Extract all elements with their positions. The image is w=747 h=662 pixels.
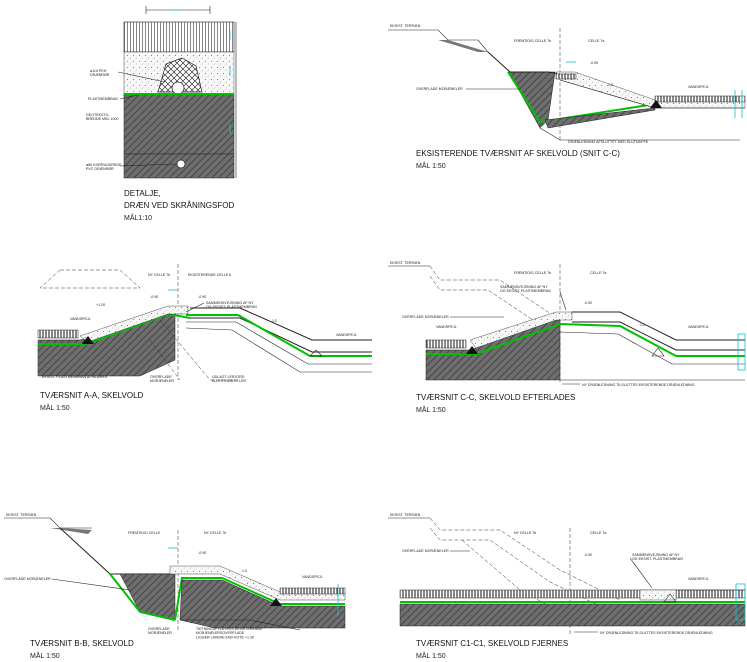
- label-cca-overflade: OVERFLADE MORÆNELER: [402, 315, 449, 319]
- label-cc-vandspejl: VANDSPEJL: [688, 85, 709, 89]
- detail-caption-line-3: MÅL1:10: [124, 213, 152, 222]
- label-plastmembran: PLASTMEMBRAN: [88, 97, 118, 101]
- label-aa-overflade: OVERFLADE MORÆNELER: [150, 375, 174, 383]
- label-bb-ny-celle: NY CELLE 7b: [204, 531, 226, 535]
- section-bb: EKSIST. TERRÆN FREMTIDIG CELLE NY CELLE …: [4, 513, 346, 660]
- label-cc-eksist-terraen: EKSIST. TERRÆN: [390, 24, 421, 28]
- detail-drain-toe: ø110 PEH DRÆNRØR PLASTMEMBRAN GEOTEKSTIL,…: [86, 6, 237, 222]
- label-cca-level: -0.90: [584, 301, 592, 305]
- label-bb-eksist-terraen: EKSIST. TERRÆN: [6, 513, 37, 517]
- label-c1-celle: CELLE 7a: [590, 531, 606, 535]
- section-bb-caption-line-2: MÅL 1:50: [30, 651, 60, 660]
- label-aa-vandspejl-2: VANDSPEJL: [336, 333, 357, 337]
- section-cc-caption-line-2: MÅL 1:50: [416, 161, 446, 170]
- label-bb-overflade: OVERFLADE MORÆNELER: [4, 577, 51, 581]
- section-cc-existing: EKSIST. TERRÆN FREMTIDIG CELLE 7b CELLE …: [388, 24, 746, 170]
- label-cca-vandspejl-2: VANDSPEJL: [688, 325, 709, 329]
- label-aa-slope: 1:2: [272, 319, 277, 323]
- label-aa-ny-celle: NY CELLE 7b: [148, 273, 170, 277]
- label-bb-level: -0.90: [198, 551, 206, 555]
- label-c1-eksist-terraen: EKSIST. TERRÆN: [390, 513, 421, 517]
- label-aa-level2: -0.90: [198, 295, 206, 299]
- label-geotextil: GEOTEKSTIL, BREDDE MIN. 1000: [86, 113, 119, 121]
- section-aa: NY CELLE 7b EKSISTERENDE CELLE 6 -0.90 -…: [37, 264, 372, 412]
- label-bb-vandspejl: VANDSPEJL: [302, 575, 323, 579]
- label-cc-slope: 1:2: [608, 83, 613, 87]
- label-c1-sammensvejsning: SAMMENSVEJSNING AF NY OG EKSIST. PLASTMEM…: [632, 553, 683, 561]
- label-korrugeret: ø85 KORRUGEREDE PVC DRÆNRØR: [86, 163, 122, 171]
- label-cc-overflade: OVERFLADE MORÆNELER: [416, 87, 463, 91]
- label-cc-draenledning: DRÆNLEDNING AFSLUTTET MED SLUTMUFFE: [568, 140, 649, 144]
- label-c1-ny-celle: NY CELLE 7b: [514, 531, 536, 535]
- label-cca-drain: NY DRÆNLEDNING TILSLUTTES EKSISTERENDE D…: [582, 383, 695, 387]
- label-aa-vandspejl-1: VANDSPEJL: [70, 317, 91, 321]
- section-cca-caption-line-2: MÅL 1:50: [416, 405, 446, 414]
- label-c1-drain: NY DRÆNLEDNING TILSLUTTES EKSISTERENDE D…: [600, 631, 713, 635]
- label-cc-level: -0.90: [590, 61, 598, 65]
- label-c1-level: -0.90: [584, 553, 592, 557]
- label-aa-eksist-plast: EKSIST. PLASTMEMBRAN AFSKÆRES: [42, 375, 108, 379]
- label-cc-fremtidig-celle: FREMTIDIG CELLE 7b: [514, 39, 551, 43]
- label-aa-level3: +1.20: [96, 303, 105, 307]
- label-cca-fremtidig-celle: FREMTIDIG CELLE 7b: [514, 271, 551, 275]
- section-aa-caption-line-1: TVÆRSNIT A-A, SKELVOLD: [40, 391, 144, 400]
- section-cc-caption-line-1: EKSISTERENDE TVÆRSNIT AF SKELVOLD (SNIT …: [416, 149, 620, 158]
- label-bb-overflade-2: OVERFLADE MORÆNELER: [148, 627, 172, 635]
- label-aa-udlagt: UDLAGT LERJORD ELLER INDBYG LER: [212, 375, 247, 383]
- label-cca-eksist-terraen: EKSIST. TERRÆN: [390, 261, 421, 265]
- detail-caption-line-2: DRÆN VED SKRÅNINGSFOD: [124, 201, 234, 210]
- section-c1-caption-line-2: MÅL 1:50: [416, 651, 446, 660]
- section-c1c1: EKSIST. TERRÆN NY CELLE 7b CELLE 7a OVER…: [388, 513, 746, 660]
- label-bb-tietning: TIETNINGSFYLD HVIS EKSISTERENDE MORÆNELER…: [196, 627, 263, 639]
- label-bb-slope: 1:2: [242, 569, 247, 573]
- label-cca-slope: 1:2: [640, 323, 645, 327]
- label-c1-overflade: OVERFLADE MORÆNELER: [402, 549, 449, 553]
- label-aa-level1: -0.90: [150, 295, 158, 299]
- label-bb-fremtidig-celle: FREMTIDIG CELLE: [128, 531, 161, 535]
- label-aa-sammensvejsning: SAMMENSVEJSNING AF NY OG EKSIST. PLASTMEM…: [206, 301, 257, 309]
- detail-caption-line-1: DETALJE,: [124, 189, 161, 198]
- section-aa-caption-line-2: MÅL 1:50: [40, 403, 70, 412]
- section-c1-caption-line-1: TVÆRSNIT C1-C1, SKELVOLD FJERNES: [416, 639, 568, 648]
- label-cca-vandspejl-1: VANDSPEJL: [436, 325, 457, 329]
- section-cca-caption-line-1: TVÆRSNIT C-C, SKELVOLD EFTERLADES: [416, 393, 575, 402]
- label-cca-sammensvejsning: SAMMENSVEJSNING AF NY OG EKSIST. PLASTMEM…: [500, 285, 551, 293]
- section-cc-after: EKSIST. TERRÆN FREMTIDIG CELLE 7b CELLE …: [388, 261, 746, 414]
- section-bb-caption-line-1: TVÆRSNIT B-B, SKELVOLD: [30, 639, 134, 648]
- label-aa-eksisterende-celle: EKSISTERENDE CELLE 6: [188, 273, 231, 277]
- label-c1-vandspejl: VANDSPEJL: [688, 577, 709, 581]
- label-cca-celle: CELLE 7a: [590, 271, 606, 275]
- label-pe-drain: ø110 PEH DRÆNRØR: [90, 69, 110, 77]
- label-cc-celle: CELLE 7a: [588, 39, 604, 43]
